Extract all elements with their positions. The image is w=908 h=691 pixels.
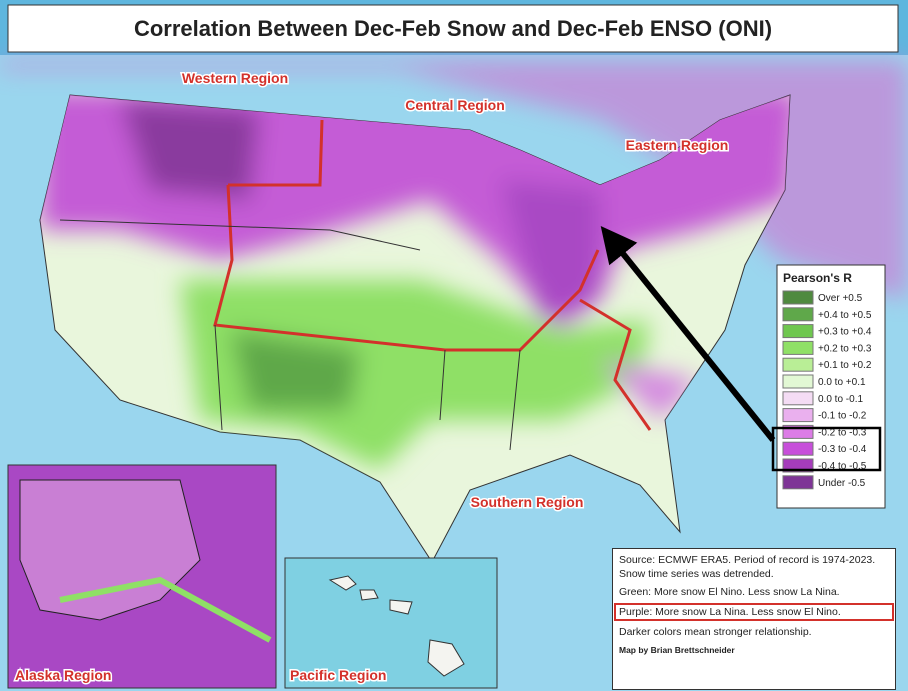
legend-label: 0.0 to -0.1 bbox=[818, 394, 863, 405]
legend-title: Pearson's R bbox=[783, 271, 852, 285]
legend-label: -0.4 to -0.5 bbox=[818, 461, 867, 472]
canada-shading bbox=[0, 60, 908, 300]
legend-swatch bbox=[782, 408, 814, 423]
legend-label: +0.1 to +0.2 bbox=[818, 360, 872, 371]
note-green: Green: More snow El Nino. Less snow La N… bbox=[619, 586, 840, 598]
legend-swatch bbox=[782, 340, 814, 355]
region-label: Alaska Region bbox=[15, 667, 111, 683]
legend-label: +0.2 to +0.3 bbox=[818, 343, 872, 354]
legend-label: Over +0.5 bbox=[818, 293, 863, 304]
highlight-box bbox=[771, 426, 882, 472]
note-source: Source: ECMWF ERA5. Period of record is … bbox=[619, 554, 876, 580]
note-purple: Purple: More snow La Nina. Less snow El … bbox=[614, 603, 894, 621]
legend: Over +0.5 +0.4 to +0.5 +0.3 to +0.4 +0.2 to… bbox=[782, 290, 872, 490]
legend-swatch bbox=[782, 475, 814, 490]
legend-label: -0.1 to -0.2 bbox=[818, 411, 867, 422]
legend-swatch bbox=[782, 290, 814, 305]
notes-box: Source: ECMWF ERA5. Period of record is … bbox=[612, 548, 896, 690]
arrow bbox=[600, 225, 776, 442]
title-box bbox=[7, 4, 899, 53]
region-label: Southern Region bbox=[471, 494, 584, 510]
alaska-coast bbox=[59, 576, 272, 643]
legend-swatch bbox=[782, 391, 814, 406]
legend-label: -0.2 to -0.3 bbox=[818, 427, 867, 438]
note-darker: Darker colors mean stronger relationship… bbox=[619, 626, 812, 638]
legend-swatch bbox=[782, 324, 814, 339]
legend-swatch bbox=[782, 441, 814, 456]
legend-swatch bbox=[782, 374, 814, 389]
hawaii-islands bbox=[328, 575, 465, 677]
pacific-inset bbox=[284, 557, 498, 689]
credit: Map by Brian Brettschneider bbox=[619, 645, 735, 655]
region-label: Central Region bbox=[405, 97, 505, 113]
region-label: Pacific Region bbox=[290, 667, 386, 683]
legend-label: 0.0 to +0.1 bbox=[818, 377, 866, 388]
state-line bbox=[59, 219, 521, 451]
legend-label: -0.3 to -0.4 bbox=[818, 444, 867, 455]
region-label: Western Region bbox=[182, 70, 288, 86]
legend-label: +0.3 to +0.4 bbox=[818, 327, 872, 338]
legend-label: +0.4 to +0.5 bbox=[818, 310, 872, 321]
map-title: Correlation Between Dec-Feb Snow and Dec… bbox=[134, 16, 772, 41]
region-label: Eastern Region bbox=[626, 137, 729, 153]
legend-label: Under -0.5 bbox=[818, 478, 866, 489]
legend-swatch bbox=[782, 357, 814, 372]
alaska-land bbox=[19, 479, 201, 621]
legend-swatch bbox=[782, 307, 814, 322]
